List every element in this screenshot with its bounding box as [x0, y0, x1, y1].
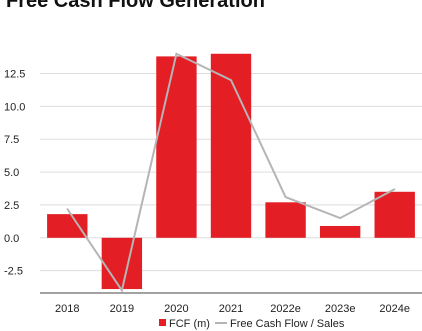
bar-2019: [101, 237, 143, 290]
y-tick-label: 7.5: [4, 134, 19, 146]
y-tick-label: 10.0: [4, 101, 25, 113]
ratio-point-2021: [230, 79, 232, 81]
ratio-line: [66, 52, 396, 293]
legend-label-ratio: Free Cash Flow / Sales: [230, 318, 345, 330]
y-tick-label: 2.5: [4, 200, 19, 212]
x-tick-label: 2018: [55, 303, 79, 315]
x-tick-labels: 2018 2019 2020 2021 2022e 2023e 2024e: [55, 303, 410, 315]
bar-2018: [47, 214, 88, 238]
legend: FCF (m) Free Cash Flow / Sales: [159, 318, 345, 330]
bar-2022e: [265, 202, 306, 238]
legend-swatch-fcf: [159, 319, 166, 326]
x-tick-label: 2020: [164, 303, 188, 315]
bar-2024e: [374, 191, 415, 238]
bar-2020: [156, 56, 197, 238]
y-tick-label: 5.0: [4, 167, 19, 179]
y-tick-label: 12.5: [4, 68, 25, 80]
bars: [47, 53, 415, 290]
bar-2021: [210, 53, 252, 238]
bar-2023e: [319, 225, 361, 238]
legend-label-fcf: FCF (m): [169, 318, 210, 330]
y-tick-label: -2.5: [4, 266, 23, 278]
ratio-point-2024e: [394, 188, 396, 190]
y-tick-labels: 12.5 10.0 7.5 5.0 2.5 0.0 -2.5: [4, 68, 25, 277]
x-tick-label: 2023e: [325, 303, 356, 315]
ratio-point-2018: [66, 208, 68, 210]
x-tick-label: 2021: [219, 303, 243, 315]
ratio-point-2022e: [284, 196, 287, 198]
ratio-point-2019: [121, 289, 123, 291]
x-tick-label: 2024e: [379, 303, 410, 315]
chart-title: Free Cash Flow Generation: [6, 0, 265, 12]
y-tick-label: 0.0: [4, 233, 19, 245]
x-tick-label: 2022e: [270, 303, 301, 315]
ratio-point-2020: [175, 53, 178, 55]
x-tick-label: 2019: [110, 303, 134, 315]
ratio-point-2023e: [339, 217, 341, 219]
